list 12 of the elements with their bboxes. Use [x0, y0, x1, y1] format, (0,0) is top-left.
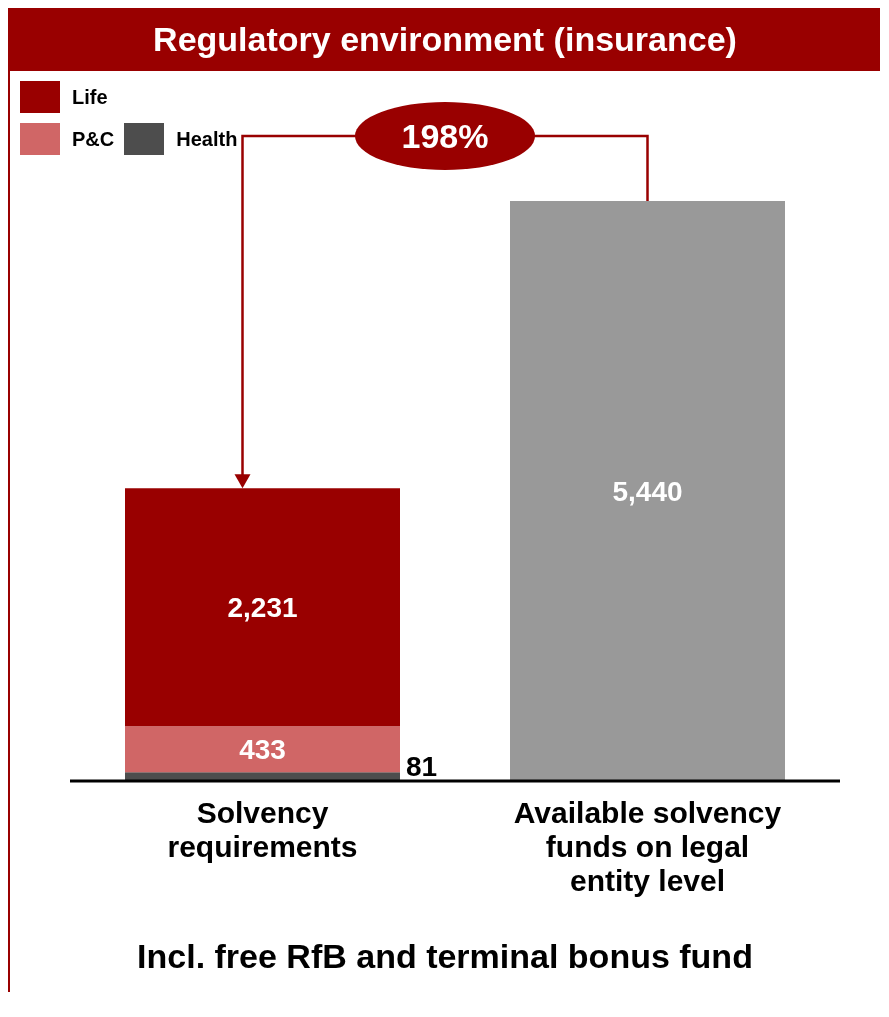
data-label: 433	[239, 734, 286, 766]
text: 198%	[401, 117, 489, 155]
data-label: 5,440	[612, 476, 683, 508]
chart-title: Regulatory environment (insurance)	[10, 8, 880, 71]
text: Incl. free RfB and terminal bonus fund	[136, 936, 754, 977]
legend-label: Health	[176, 127, 238, 151]
data-label: 2,231	[227, 592, 298, 624]
legend-label: P&C	[72, 127, 115, 151]
data-label: 81	[406, 751, 438, 782]
x-tick-label: Solvency requirements	[167, 796, 358, 863]
x-tick-label: Available solvency funds on legal entity level	[513, 796, 782, 897]
legend-label: Life	[72, 85, 108, 109]
